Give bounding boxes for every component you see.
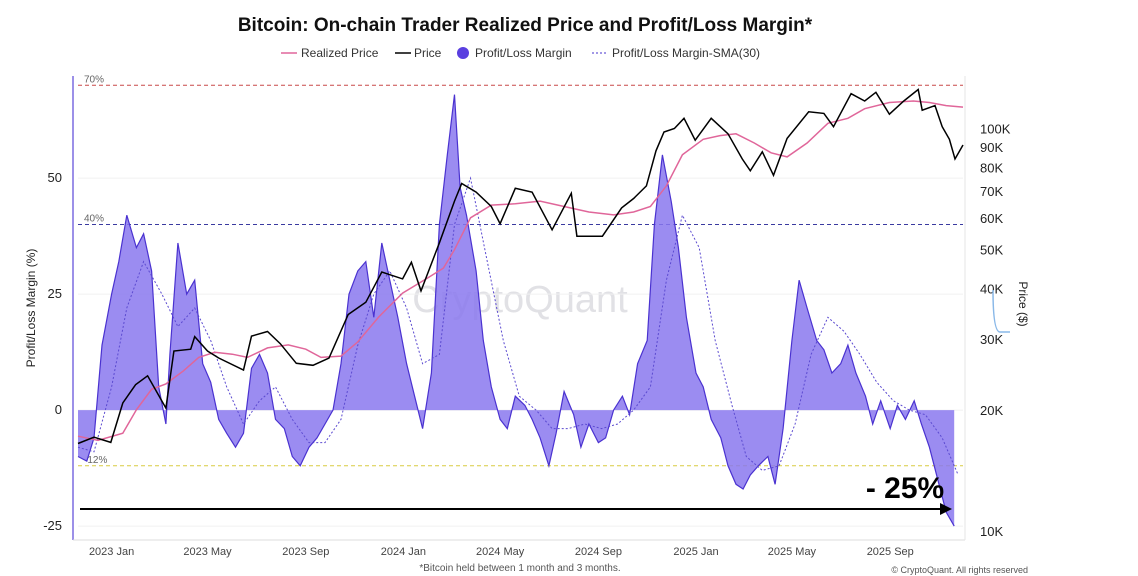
y-right-tick-label: 70K xyxy=(980,184,1003,199)
y-right-tick-label: 20K xyxy=(980,403,1003,418)
right-axis-bracket xyxy=(992,289,1010,333)
chart-title: Bitcoin: On-chain Trader Realized Price … xyxy=(238,15,813,36)
x-tick-label: 2025 Sep xyxy=(867,546,914,558)
credit: © CryptoQuant. All rights reserved xyxy=(891,565,1028,575)
reference-line-label-2: -12% xyxy=(84,455,107,466)
y-left-tick-label: 50 xyxy=(48,170,62,185)
x-tick-label: 2024 Jan xyxy=(381,546,426,558)
y-left-tick-label: -25 xyxy=(43,518,62,533)
y-right-tick-label: 80K xyxy=(980,160,1003,175)
annotation-arrow-head xyxy=(940,503,952,515)
x-tick-label: 2023 Sep xyxy=(282,546,329,558)
gridlines xyxy=(78,177,963,527)
y-right-tick-label: 30K xyxy=(980,332,1003,347)
price-line xyxy=(77,88,964,445)
legend-sma-label: Profit/Loss Margin-SMA(30) xyxy=(612,46,760,60)
annotation-text: - 25% xyxy=(866,472,944,505)
y-left-tick-label: 25 xyxy=(48,286,62,301)
x-tick-label: 2023 May xyxy=(183,546,232,558)
x-tick-label: 2025 May xyxy=(768,546,817,558)
x-tick-label: 2024 Sep xyxy=(575,546,622,558)
legend: Realized Price Price Profit/Loss Margin … xyxy=(281,46,760,60)
y-right-tick-label: 100K xyxy=(980,121,1011,136)
legend-price-label: Price xyxy=(414,46,442,60)
y-right-tick-label: 90K xyxy=(980,140,1003,155)
reference-lines: 70% 40% -12% xyxy=(78,74,963,467)
y-right-tick-label: 50K xyxy=(980,243,1003,258)
legend-profit-loss-margin-label: Profit/Loss Margin xyxy=(475,46,572,60)
x-tick-label: 2025 Jan xyxy=(673,546,718,558)
y-right-ticks: 10K 20K 30K 40K 50K 60K 70K 80K 90K 100K xyxy=(980,121,1011,539)
profit-loss-margin-line xyxy=(77,94,955,527)
y-right-tick-label: 10K xyxy=(980,524,1003,539)
y-left-axis-label: Profit/Loss Margin (%) xyxy=(24,249,38,368)
y-right-tick-label: 40K xyxy=(980,282,1003,297)
y-left-tick-label: 0 xyxy=(55,402,62,417)
footnote: *Bitcoin held between 1 month and 3 mont… xyxy=(419,563,620,574)
reference-line-label-0: 70% xyxy=(84,74,104,85)
x-tick-label: 2023 Jan xyxy=(89,546,134,558)
legend-realized-price-label: Realized Price xyxy=(301,46,379,60)
sma30-line xyxy=(77,176,959,476)
x-ticks: 2023 Jan 2023 May 2023 Sep 2024 Jan 2024 May… xyxy=(89,546,914,558)
reference-line-label-1: 40% xyxy=(84,213,104,224)
y-right-tick-label: 60K xyxy=(980,211,1003,226)
legend-profit-loss-margin-swatch xyxy=(457,47,469,59)
series-lines xyxy=(77,88,964,476)
x-tick-label: 2024 May xyxy=(476,546,525,558)
y-left-ticks: -25 0 25 50 xyxy=(43,170,62,533)
y-right-axis-label: Price ($) xyxy=(1016,281,1030,326)
